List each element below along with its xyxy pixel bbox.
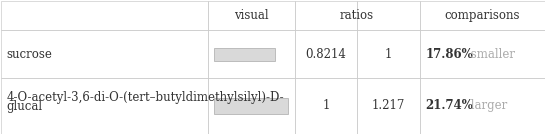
- Bar: [295, 31, 357, 78]
- Bar: [2, 31, 208, 78]
- Text: 0.8214: 0.8214: [306, 48, 346, 61]
- Bar: [215, 48, 275, 61]
- Bar: [2, 78, 208, 134]
- Text: sucrose: sucrose: [7, 48, 53, 61]
- Bar: [295, 1, 357, 31]
- Text: smaller: smaller: [467, 48, 515, 61]
- Text: 17.86%: 17.86%: [425, 48, 473, 61]
- Text: comparisons: comparisons: [444, 9, 520, 22]
- Bar: [420, 78, 544, 134]
- Bar: [420, 31, 544, 78]
- Bar: [420, 1, 544, 31]
- Text: larger: larger: [467, 99, 508, 112]
- Text: 4-O-acetyl-3,6-di-O-(tert–butyldimethylsilyl)-D-: 4-O-acetyl-3,6-di-O-(tert–butyldimethyls…: [7, 91, 284, 104]
- Text: glucal: glucal: [7, 100, 43, 113]
- Text: 1: 1: [322, 99, 330, 112]
- Bar: [2, 1, 208, 31]
- Text: 21.74%: 21.74%: [425, 99, 473, 112]
- Text: 1.217: 1.217: [372, 99, 405, 112]
- Bar: [357, 78, 420, 134]
- Text: 1: 1: [385, 48, 392, 61]
- Text: visual: visual: [234, 9, 269, 22]
- Bar: [357, 31, 420, 78]
- Bar: [357, 1, 420, 31]
- Text: ratios: ratios: [340, 9, 374, 22]
- Bar: [208, 1, 295, 31]
- Bar: [295, 78, 357, 134]
- Bar: [208, 78, 295, 134]
- Bar: [208, 31, 295, 78]
- Bar: [215, 98, 288, 114]
